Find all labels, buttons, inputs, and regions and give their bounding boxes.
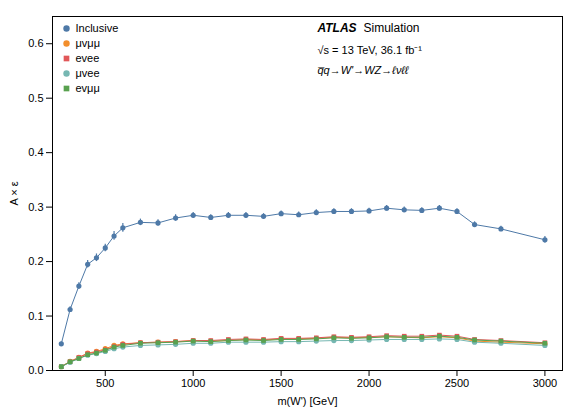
svg-text:1000: 1000 bbox=[181, 377, 205, 389]
svg-text:0.1: 0.1 bbox=[28, 310, 43, 322]
svg-text:μvee: μvee bbox=[76, 67, 100, 79]
svg-text:evμμ: evμμ bbox=[76, 82, 100, 94]
svg-text:0.3: 0.3 bbox=[28, 201, 43, 213]
svg-text:0.0: 0.0 bbox=[28, 364, 43, 376]
svg-text:√s = 13 TeV, 36.1 fb⁻¹: √s = 13 TeV, 36.1 fb⁻¹ bbox=[318, 44, 423, 56]
svg-text:Simulation: Simulation bbox=[364, 21, 420, 35]
svg-text:m(W') [GeV]: m(W') [GeV] bbox=[277, 395, 337, 407]
svg-text:ATLAS: ATLAS bbox=[317, 21, 357, 35]
svg-text:0.5: 0.5 bbox=[28, 92, 43, 104]
svg-text:2000: 2000 bbox=[357, 377, 381, 389]
svg-text:500: 500 bbox=[96, 377, 114, 389]
svg-text:3000: 3000 bbox=[533, 377, 557, 389]
svg-text:q̅q→W'→WZ→ℓνℓℓ: q̅q→W'→WZ→ℓνℓℓ bbox=[317, 64, 409, 76]
svg-text:μvμμ: μvμμ bbox=[76, 37, 101, 49]
svg-text:0.4: 0.4 bbox=[28, 146, 43, 158]
svg-text:0.6: 0.6 bbox=[28, 37, 43, 49]
svg-text:A × ε: A × ε bbox=[8, 181, 20, 205]
svg-text:1500: 1500 bbox=[269, 377, 293, 389]
svg-text:0.2: 0.2 bbox=[28, 255, 43, 267]
svg-text:evee: evee bbox=[76, 52, 100, 64]
svg-text:Inclusive: Inclusive bbox=[76, 22, 119, 34]
svg-text:2500: 2500 bbox=[445, 377, 469, 389]
